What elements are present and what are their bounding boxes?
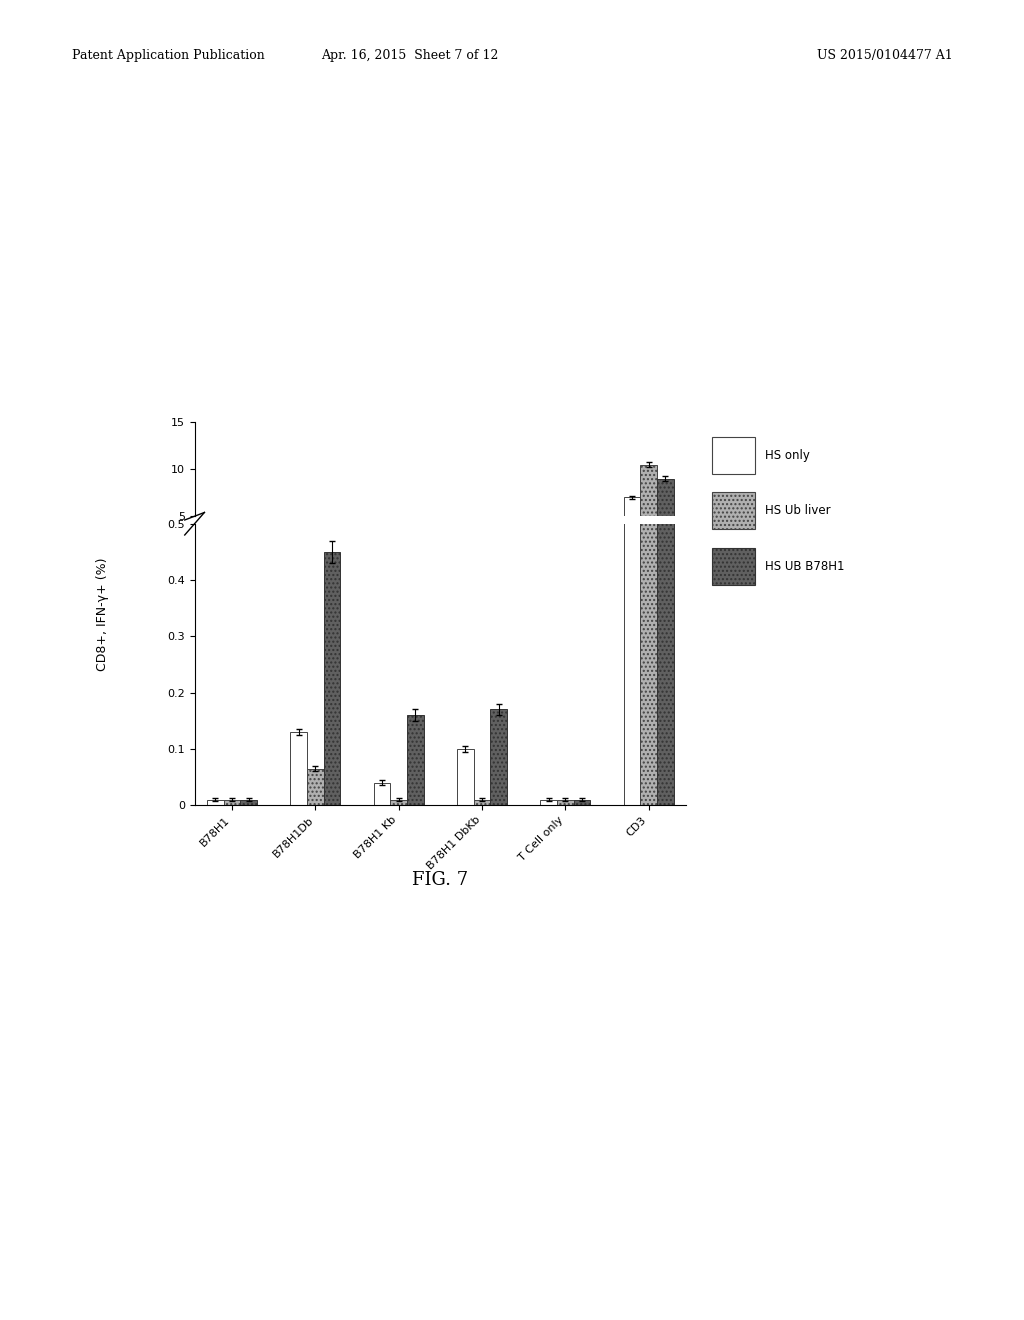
Bar: [241, 800, 257, 805]
Text: HS Ub liver: HS Ub liver: [765, 504, 830, 517]
Bar: [573, 800, 590, 805]
Bar: [407, 715, 424, 805]
Text: US 2015/0104477 A1: US 2015/0104477 A1: [816, 49, 952, 62]
Text: Apr. 16, 2015  Sheet 7 of 12: Apr. 16, 2015 Sheet 7 of 12: [321, 49, 499, 62]
Bar: [457, 748, 474, 805]
Bar: [291, 733, 307, 805]
Bar: [407, 561, 424, 564]
Bar: [490, 561, 507, 564]
Bar: [207, 800, 223, 805]
Text: CD8+, IFN-γ+ (%): CD8+, IFN-γ+ (%): [96, 557, 109, 671]
Bar: [640, 465, 657, 564]
Bar: [657, 0, 674, 805]
Bar: [490, 709, 507, 805]
Text: Patent Application Publication: Patent Application Publication: [72, 49, 264, 62]
Bar: [624, 0, 640, 805]
Bar: [474, 800, 490, 805]
Bar: [307, 768, 324, 805]
Text: HS only: HS only: [765, 449, 810, 462]
Bar: [624, 498, 640, 564]
Bar: [541, 800, 557, 805]
Bar: [557, 800, 573, 805]
Bar: [324, 558, 340, 564]
Bar: [640, 0, 657, 805]
Text: HS UB B78H1: HS UB B78H1: [765, 560, 845, 573]
Bar: [390, 800, 407, 805]
Bar: [324, 552, 340, 805]
Text: FIG. 7: FIG. 7: [413, 871, 468, 890]
Bar: [223, 800, 241, 805]
Bar: [657, 479, 674, 564]
Bar: [374, 783, 390, 805]
